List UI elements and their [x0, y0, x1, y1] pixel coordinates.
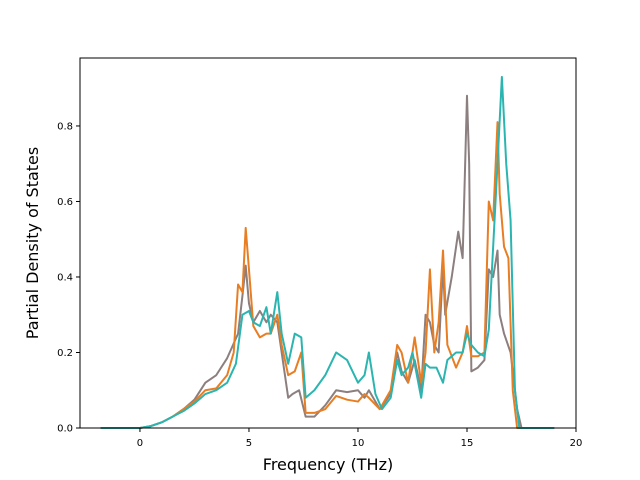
x-tick-label: 0 — [137, 438, 143, 449]
y-tick-label: 0.4 — [57, 272, 73, 283]
x-tick-label: 15 — [461, 438, 474, 449]
series-layer — [100, 75, 555, 429]
y-tick-label: 0.6 — [57, 197, 73, 208]
x-tick-label: 20 — [570, 438, 583, 449]
series-line-1 — [100, 94, 555, 429]
y-tick-label: 0.2 — [57, 348, 73, 359]
y-tick-label: 0.8 — [57, 121, 73, 132]
series-line-3 — [100, 75, 555, 429]
x-tick-label: 5 — [246, 438, 252, 449]
y-tick-label: 0.0 — [57, 424, 73, 435]
y-axis-label: Partial Density of States — [23, 147, 42, 339]
y-axis-ticks: 0.0 0.2 0.4 0.6 0.8 — [57, 121, 80, 435]
x-axis-ticks: 0 5 10 15 20 — [137, 428, 583, 449]
x-tick-label: 10 — [352, 438, 365, 449]
plot-frame — [79, 57, 577, 429]
series-line-2 — [100, 121, 555, 429]
x-axis-label: Frequency (THz) — [263, 455, 393, 474]
